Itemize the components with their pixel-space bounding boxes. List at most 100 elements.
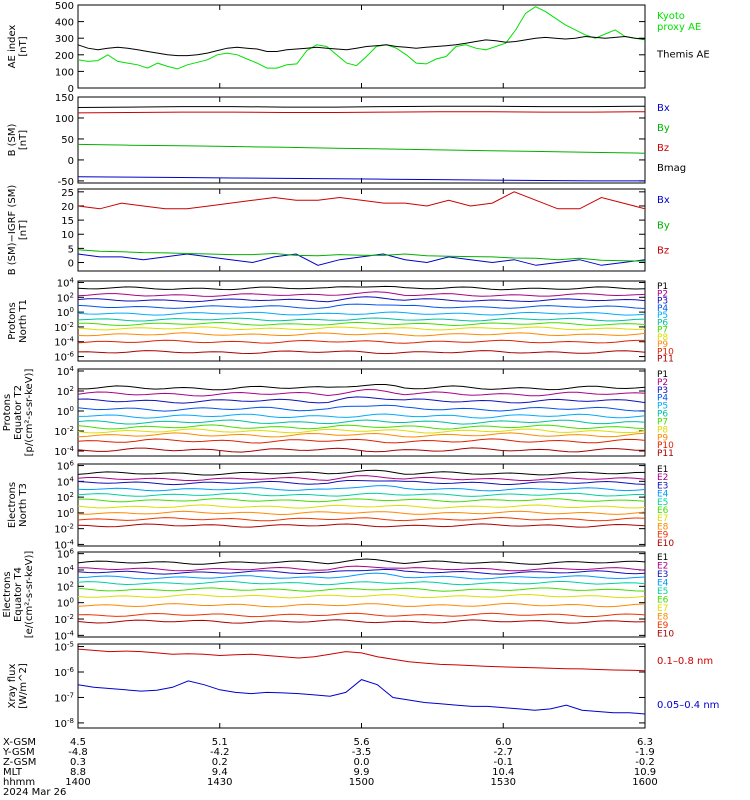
- series-line-bx: [77, 176, 645, 182]
- panel-frame: [77, 551, 646, 638]
- y-tick-label: 25: [61, 188, 74, 199]
- series-line-e1: [77, 469, 646, 476]
- y-tick-label: 10-4: [54, 629, 74, 642]
- panel-8: 10-8 10-7 10-6 10-5 Xray flux [W/m^2] 0.1–0.8 …: [7, 641, 719, 730]
- series-line-e3: [77, 480, 646, 486]
- legend-label: E6: [657, 596, 669, 606]
- footer-row-label: 2024 Mar 26: [3, 787, 66, 798]
- series-line-e9: [77, 516, 646, 522]
- footer-value: -4.8: [68, 747, 88, 758]
- y-tick-label: 20: [61, 202, 74, 213]
- legend-label: Bx: [657, 195, 670, 206]
- footer-row-label: MLT: [3, 767, 23, 778]
- footer-value: 1400: [65, 777, 90, 788]
- series-line-e2: [77, 565, 646, 572]
- legend-label: P8: [657, 333, 668, 343]
- y-tick-label: 5: [68, 244, 74, 255]
- y-axis-label: Equator T4: [13, 567, 24, 622]
- y-axis-label: Electrons: [2, 571, 13, 617]
- legend-label: E7: [657, 514, 668, 524]
- series-line-e8: [77, 510, 646, 516]
- series-line-e6: [78, 498, 646, 503]
- y-axis-label: AE index: [7, 25, 18, 69]
- series-line-p11: [77, 350, 646, 355]
- y-tick-label: 102: [57, 385, 74, 398]
- panel-frame: [77, 96, 646, 184]
- footer-value: 1500: [349, 777, 374, 788]
- series-line-p3: [77, 396, 646, 404]
- footer-row-label: Y-GSM: [2, 747, 35, 758]
- series-line-e1: [77, 558, 646, 565]
- footer-value: 1430: [207, 777, 232, 788]
- legend-label: E9: [657, 531, 669, 541]
- panel-3: 0 5 10 15 20 25 B (SM)−IGRF (SM) [nT] Bx By Bz: [7, 185, 670, 276]
- y-tick-label: 106: [57, 548, 75, 561]
- legend-label: E10: [657, 630, 674, 640]
- legend-label: P3: [657, 386, 668, 396]
- y-tick-label: 10-2: [54, 613, 74, 626]
- footer-value: 6.0: [495, 737, 511, 748]
- series-line-p6: [77, 317, 646, 322]
- footer-value: 5.1: [212, 737, 228, 748]
- legend-label: E5: [657, 587, 668, 597]
- series-line-p2: [77, 388, 646, 397]
- y-axis-label: North T3: [18, 483, 29, 527]
- legend-label: E2: [657, 562, 668, 572]
- legend-label: 0.05–0.4 nm: [657, 700, 719, 711]
- series-line-p10: [77, 339, 645, 344]
- footer-value: 8.8: [70, 767, 86, 778]
- legend-label: Bx: [657, 103, 670, 114]
- legend-label: P6: [657, 410, 668, 420]
- y-axis-label: [e/(cm²-s-sr-keV)]: [24, 551, 35, 639]
- series-line-p8: [77, 326, 646, 331]
- series-line-by: [77, 249, 646, 262]
- y-tick-label: 300: [55, 34, 74, 45]
- legend-label: P9: [657, 433, 668, 443]
- footer-value: 1600: [632, 777, 657, 788]
- y-tick-label: 50: [61, 135, 74, 146]
- y-tick-label: 10-4: [54, 336, 74, 349]
- series-line-p10: [77, 438, 646, 444]
- y-tick-label: 10-4: [54, 445, 74, 458]
- series-line-e4: [77, 572, 646, 580]
- footer-value: 10.4: [492, 767, 514, 778]
- y-tick-label: 10-4: [54, 538, 74, 551]
- legend-label: P2: [657, 378, 668, 388]
- series-line-p6: [77, 419, 646, 425]
- y-tick-label: 400: [55, 18, 74, 29]
- footer-value: 9.9: [354, 767, 370, 778]
- y-tick-label: 100: [55, 67, 74, 78]
- series-line-bx: [77, 253, 646, 266]
- series-line-e3: [77, 568, 646, 575]
- legend-label: E6: [657, 506, 669, 516]
- y-axis-label: Protons: [2, 394, 13, 431]
- legend-label: By: [657, 123, 670, 134]
- footer-value: -2.7: [493, 747, 513, 758]
- y-tick-label: 0: [68, 156, 74, 167]
- y-tick-label: 104: [57, 276, 75, 289]
- y-axis-label: Electrons: [7, 482, 18, 528]
- legend-label: 0.1–0.8 nm: [657, 656, 713, 667]
- legend-label: P1: [657, 370, 668, 380]
- legend-label: Bz: [657, 246, 669, 257]
- panel-frame: [77, 368, 646, 457]
- series-line-e5: [77, 580, 646, 586]
- footer-value: 6.3: [637, 737, 653, 748]
- panel-2: -50 0 50 100 150 B (SM) [nT] Bx By Bz Bmag: [7, 93, 686, 188]
- series-line-e10: [77, 619, 646, 624]
- y-tick-label: 150: [55, 93, 74, 104]
- footer-value: 10.9: [634, 767, 656, 778]
- panel-frame: [77, 463, 646, 547]
- y-tick-label: 500: [55, 1, 74, 12]
- panel-7: 10-4 10-2 100 102 104 106 Electrons Equator T4[…: [2, 548, 674, 643]
- legend-label: P1: [657, 282, 668, 292]
- series-line-e10: [77, 523, 646, 528]
- legend-label: P11: [657, 449, 674, 459]
- series-line-p1: [77, 285, 646, 291]
- series-line-e2: [77, 475, 646, 482]
- y-axis-label: [nT]: [18, 36, 29, 56]
- y-axis-label: B (SM)−IGRF (SM): [7, 185, 18, 276]
- series-line-p5: [77, 311, 646, 316]
- legend-label: P5: [657, 402, 668, 412]
